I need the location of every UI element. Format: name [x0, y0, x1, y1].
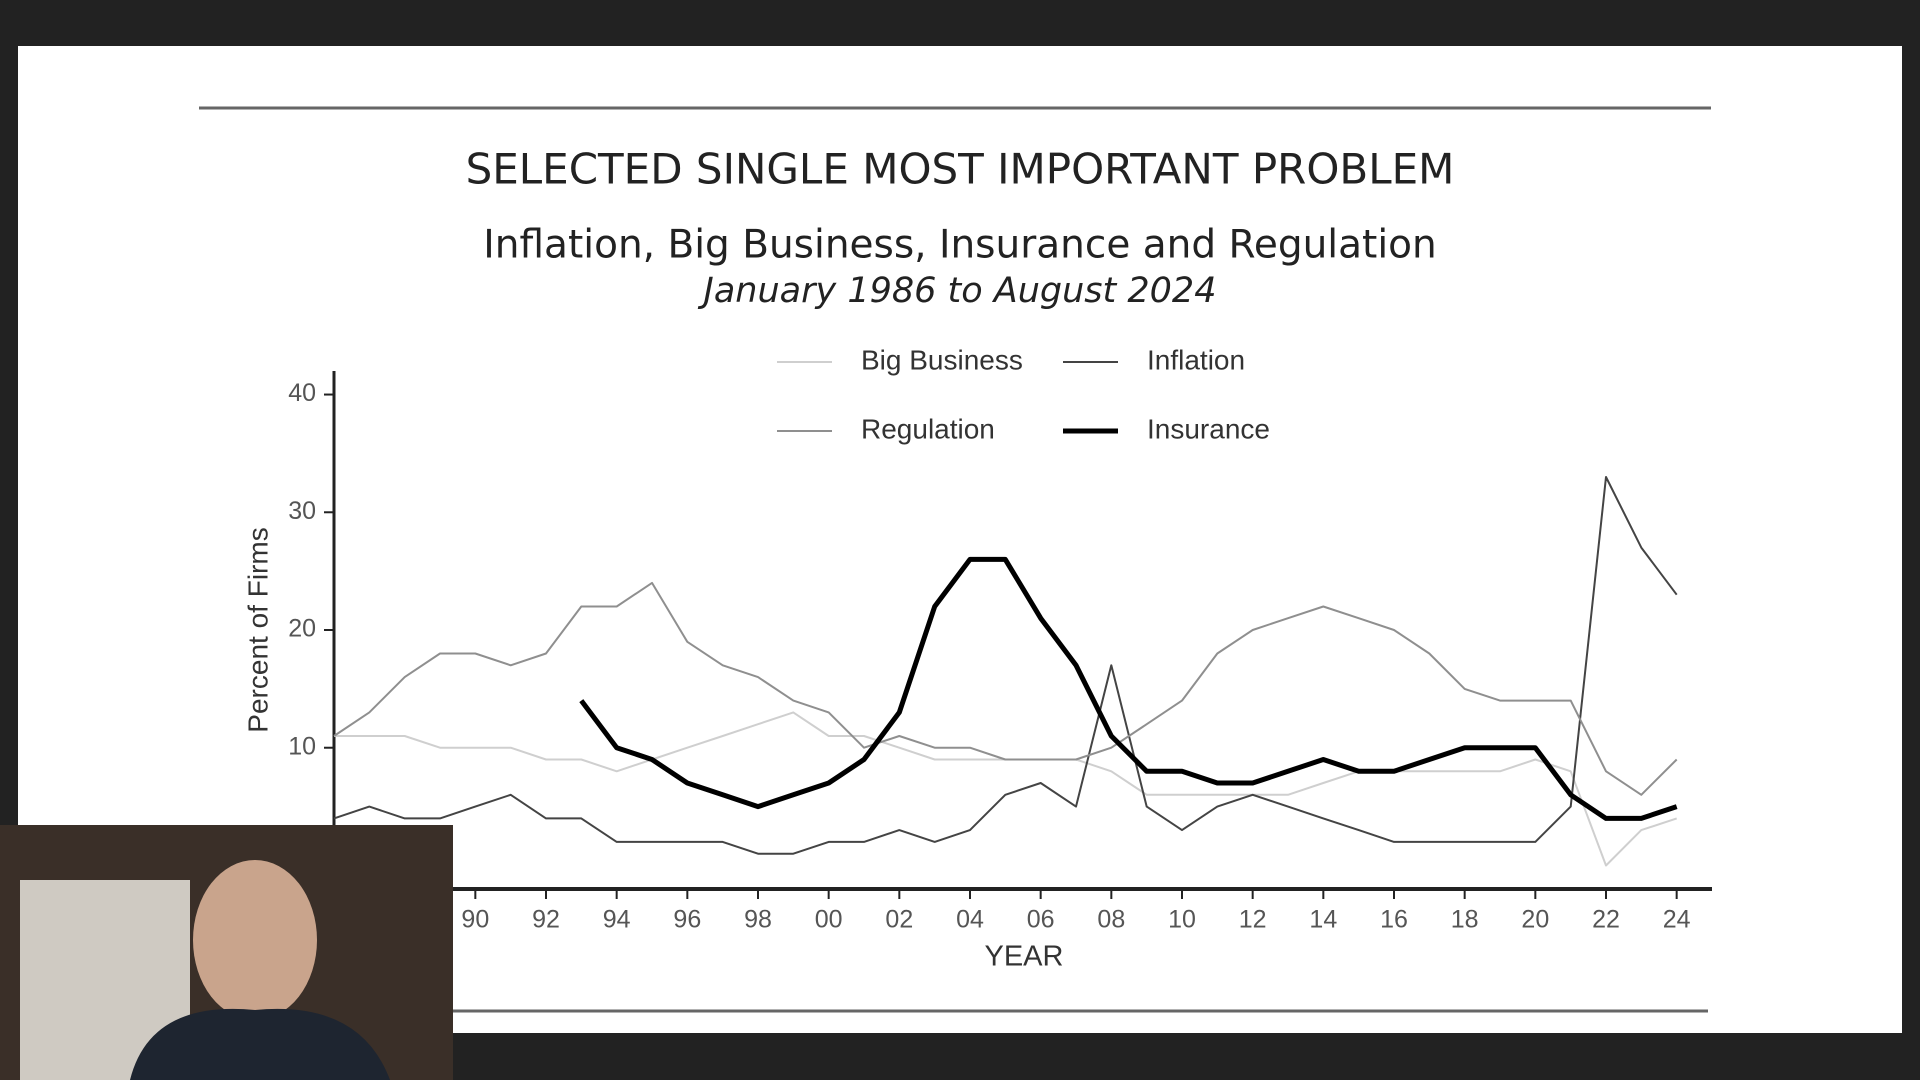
y-tick-label: 30 — [288, 497, 316, 525]
x-tick-label: 16 — [1380, 906, 1408, 934]
plot: 10 20 30 40 90 92 94 96 98 00 02 04 06 08 10 12 14 16 18 20… — [288, 344, 1712, 934]
x-tick-label: 14 — [1309, 906, 1337, 934]
x-tick-label: 92 — [532, 906, 560, 934]
x-tick-label: 08 — [1097, 906, 1125, 934]
x-tick-label: 12 — [1239, 906, 1267, 934]
series-line — [333, 476, 1678, 855]
series-line — [579, 556, 1678, 821]
x-tick-label: 00 — [815, 906, 843, 934]
x-tick-label: 98 — [744, 906, 772, 934]
legend-label: Insurance — [1147, 413, 1270, 444]
legend-label: Inflation — [1147, 344, 1245, 375]
x-tick-label: 96 — [673, 906, 701, 934]
y-tick-label: 20 — [288, 615, 316, 643]
legend-label: Big Business — [861, 344, 1023, 375]
x-tick-label: 24 — [1663, 906, 1691, 934]
x-tick-label: 10 — [1168, 906, 1196, 934]
y-tick-label: 10 — [288, 732, 316, 760]
x-tick-label: 22 — [1592, 906, 1620, 934]
x-tick-label: 18 — [1451, 906, 1479, 934]
series-line — [333, 581, 1678, 796]
chart-subtitle: Inflation, Big Business, Insurance and R… — [483, 223, 1436, 268]
date-range: January 1986 to August 2024 — [698, 271, 1217, 311]
x-axis-label: YEAR — [985, 941, 1064, 973]
x-tick-label: 90 — [461, 906, 489, 934]
x-tick-label: 04 — [956, 906, 984, 934]
x-tick-label: 02 — [885, 906, 913, 934]
chart-title: SELECTED SINGLE MOST IMPORTANT PROBLEM — [466, 145, 1455, 194]
webcam-face — [193, 860, 317, 1020]
x-tick-label: 20 — [1521, 906, 1549, 934]
x-tick-label: 94 — [603, 906, 631, 934]
x-tick-label: 06 — [1027, 906, 1055, 934]
webcam-shirt — [130, 1008, 390, 1080]
y-tick-label: 40 — [288, 379, 316, 407]
y-axis-label: Percent of Firms — [242, 527, 273, 732]
legend-label: Regulation — [861, 413, 995, 444]
